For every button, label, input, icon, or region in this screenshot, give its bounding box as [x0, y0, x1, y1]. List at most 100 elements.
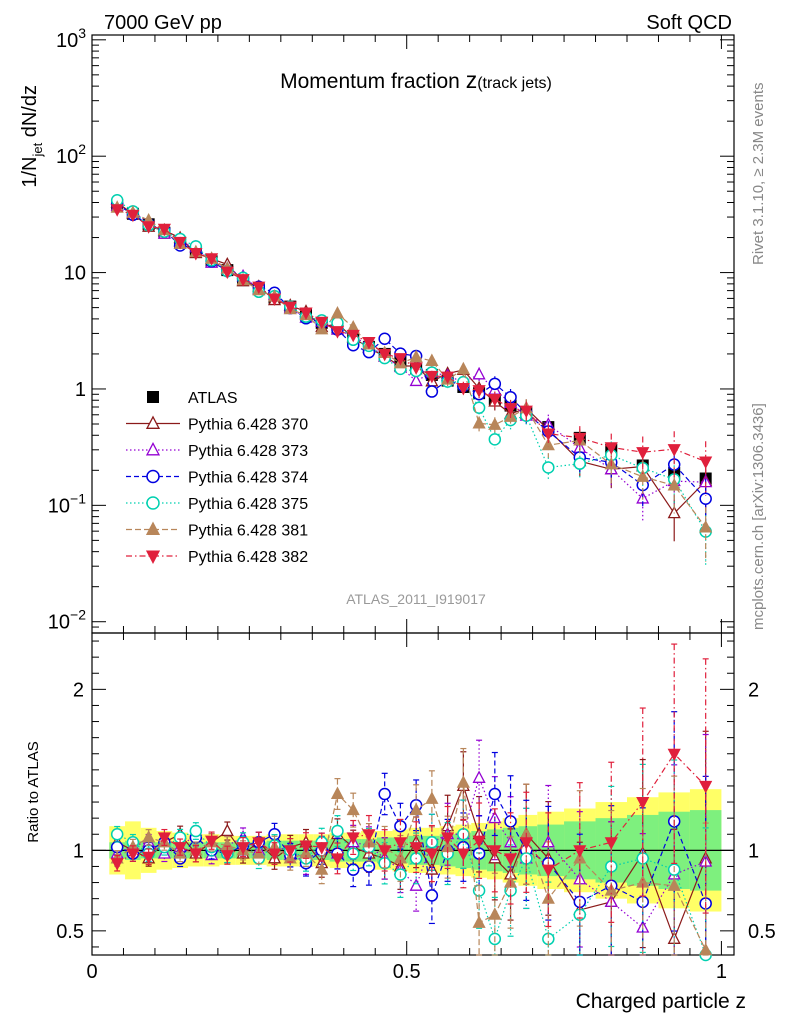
ratio-point [189, 824, 203, 838]
ratio-point [503, 853, 518, 866]
ratio-point [472, 770, 486, 783]
data-point [425, 353, 439, 366]
ratio-point [409, 878, 423, 891]
mcplots-citation-label: mcplots.cern.ch [arXiv:1306.3436] [750, 403, 767, 630]
data-point [330, 326, 345, 339]
data-point [456, 382, 470, 396]
ratio-y-tick-label: 2 [73, 679, 84, 701]
analysis-id: ATLAS_2011_I919017 [346, 591, 486, 607]
data-point [425, 370, 439, 384]
x-axis-label: Charged particle z [576, 990, 746, 1013]
ratio-point [519, 837, 533, 850]
data-point [299, 307, 313, 321]
ratio-point [267, 848, 282, 862]
ratio-point [142, 830, 156, 843]
ratio-point [362, 860, 376, 873]
data-point [393, 353, 407, 366]
legend-marker [145, 550, 161, 564]
y-tick-label: 103 [56, 25, 86, 52]
data-point [573, 457, 587, 470]
ratio-point [699, 780, 713, 794]
legend-item: Pythia 6.428 382 [126, 549, 308, 566]
ratio-point [330, 786, 345, 800]
ratio-point [472, 915, 486, 928]
data-point [409, 349, 423, 363]
data-point [126, 209, 140, 223]
ratio-point [456, 848, 470, 862]
ratio-point [220, 823, 234, 837]
ratio-y-tick-label: 1 [73, 840, 84, 862]
legend-marker [145, 442, 161, 456]
data-point [252, 281, 266, 295]
ratio-point [667, 748, 681, 762]
legend-item: Pythia 6.428 370 [126, 415, 308, 434]
ratio-point [488, 845, 502, 858]
ratio-point [604, 837, 618, 850]
data-point [472, 415, 486, 429]
ratio-point [362, 829, 376, 842]
data-point [636, 447, 650, 460]
ratio-y-tick-label: 0.5 [56, 921, 84, 943]
ratio-point [667, 878, 681, 891]
data-point [604, 442, 618, 455]
legend-label: Pythia 6.428 375 [188, 496, 308, 513]
main-panel: Momentum fraction z(track jets) ATLAS_20… [48, 25, 735, 634]
ratio-axes: 2 21 10.5 0.50 0.5 1 [56, 633, 776, 983]
ratio-point [573, 845, 587, 858]
data-point [362, 336, 376, 350]
ratio-point [393, 837, 407, 850]
legend-marker [146, 496, 160, 510]
data-point [472, 401, 486, 414]
legend-item: Pythia 6.428 374 [126, 470, 308, 487]
data-point [472, 366, 486, 380]
data-point [488, 377, 502, 391]
main-frame [91, 34, 735, 634]
data-point [542, 461, 555, 474]
ratio-point [330, 853, 345, 866]
ratio-point [299, 840, 313, 853]
ratio-point [283, 845, 297, 858]
x-tick-label: 0 [86, 961, 97, 983]
data-point [541, 437, 555, 451]
ratio-point [488, 787, 502, 801]
ratio-point [142, 851, 156, 865]
legend-item: Pythia 6.428 375 [126, 496, 308, 513]
data-point [173, 236, 187, 250]
series-6 [110, 204, 713, 496]
ratio-point [346, 802, 360, 816]
ratio-point [110, 858, 124, 871]
ratio-y-tick-label-right: 0.5 [748, 921, 776, 943]
rivet-version-label: Rivet 3.1.10, ≥ 2.3M events [750, 83, 767, 266]
ratio-point [409, 802, 423, 816]
ratio-series-6 [110, 643, 713, 928]
legend-label: Pythia 6.428 381 [188, 523, 308, 540]
data-point [699, 492, 712, 506]
ratio-point [252, 837, 266, 850]
data-point [573, 432, 587, 446]
main-title: Momentum fraction z(track jets) [280, 67, 552, 93]
ratio-panel: 2 21 10.5 0.50 0.5 1 [56, 632, 776, 983]
y-tick-label: 10−1 [48, 490, 86, 517]
data-point [267, 293, 282, 307]
header-left: 7000 GeV pp [104, 12, 222, 34]
ratio-point [110, 828, 124, 841]
ratio-y-tick-label-right: 1 [748, 840, 759, 862]
data-point [667, 444, 681, 457]
legend-label: Pythia 6.428 370 [188, 417, 308, 434]
data-point [667, 505, 681, 519]
data-point [409, 362, 423, 375]
y-tick-label: 102 [56, 141, 86, 168]
ratio-point [173, 842, 187, 855]
legend-label: Pythia 6.428 382 [188, 549, 308, 566]
legend: ATLAS Pythia 6.428 370 Pythia 6.428 373 Pyt… [126, 390, 308, 566]
legend-item: Pythia 6.428 373 [126, 442, 308, 460]
legend-label: Pythia 6.428 373 [188, 443, 308, 460]
ratio-frame [91, 632, 735, 956]
data-point [488, 393, 502, 407]
y-tick-label: 1 [75, 379, 86, 401]
data-point [378, 348, 392, 362]
ratio-point [425, 889, 439, 902]
header-right: Soft QCD [646, 12, 732, 34]
ratio-point [441, 832, 455, 845]
